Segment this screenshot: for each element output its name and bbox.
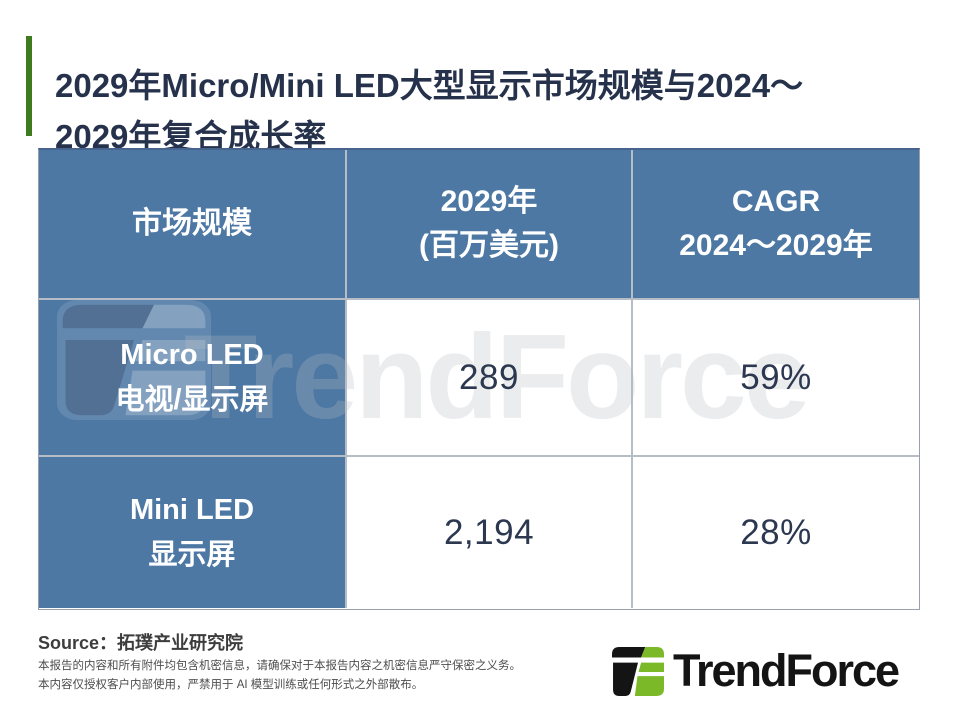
cell-micro-led-cagr: 59% [633,300,919,457]
source-label: Source [38,633,100,653]
cell-micro-led-2029-value: 289 [347,300,633,457]
header-cell-2029-value: 2029年 (百万美元) [347,150,633,300]
header-market-size-label: 市场规模 [132,207,252,240]
header-cagr-line1: CAGR [731,185,821,218]
header-2029-line1: 2029年 [440,185,538,218]
mini-led-cagr-value: 28% [740,512,812,552]
row-label-micro-led: Micro LED 电视/显示屏 [39,300,347,457]
source-line: Source：拓璞产业研究院 [38,629,243,655]
row-mini-led-line2: 显示屏 [148,538,236,571]
disclaimer-line2: 本内容仅授权客户内部使用，严禁用于 AI 模型训练或任何形式之外部散布。 [38,678,424,691]
source-text: ：拓璞产业研究院 [99,633,244,653]
row-mini-led-line1: Mini LED [129,493,255,526]
mini-led-2029-value: 2,194 [443,512,535,552]
trendforce-logo: TrendForce [612,645,900,696]
title-accent-bar [26,36,32,136]
market-table-grid: 市场规模 2029年 (百万美元) CAGR 2024～2029年 Micro … [39,150,919,609]
disclaimer: 本报告的内容和所有附件均包含机密信息，请确保对于本报告内容之机密信息严守保密之义… [38,657,521,694]
micro-led-2029-value: 289 [459,357,519,397]
header-cagr-line2: 2024～2029年 [679,229,873,262]
micro-led-cagr-value: 59% [740,357,812,397]
row-micro-led-line2: 电视/显示屏 [115,383,269,416]
cell-mini-led-2029-value: 2,194 [347,457,633,608]
trendforce-logo-mark-icon [612,646,664,696]
cell-mini-led-cagr: 28% [633,457,919,608]
page-title: 2029年Micro/Mini LED大型显示市场规模与2024～ 2029年复… [55,60,925,162]
header-cell-market-size: 市场规模 [39,150,347,300]
header-cell-cagr: CAGR 2024～2029年 [633,150,919,300]
row-label-mini-led: Mini LED 显示屏 [39,457,347,608]
row-micro-led-line1: Micro LED [120,338,264,371]
page-title-line1: 2029年Micro/Mini LED大型显示市场规模与2024～ [55,67,804,105]
disclaimer-line1: 本报告的内容和所有附件均包含机密信息，请确保对于本报告内容之机密信息严守保密之义… [38,660,521,672]
header-2029-line2: (百万美元) [419,229,559,262]
market-table: 市场规模 2029年 (百万美元) CAGR 2024～2029年 Micro … [38,148,920,610]
trendforce-logo-text: TrendForce [673,645,900,696]
